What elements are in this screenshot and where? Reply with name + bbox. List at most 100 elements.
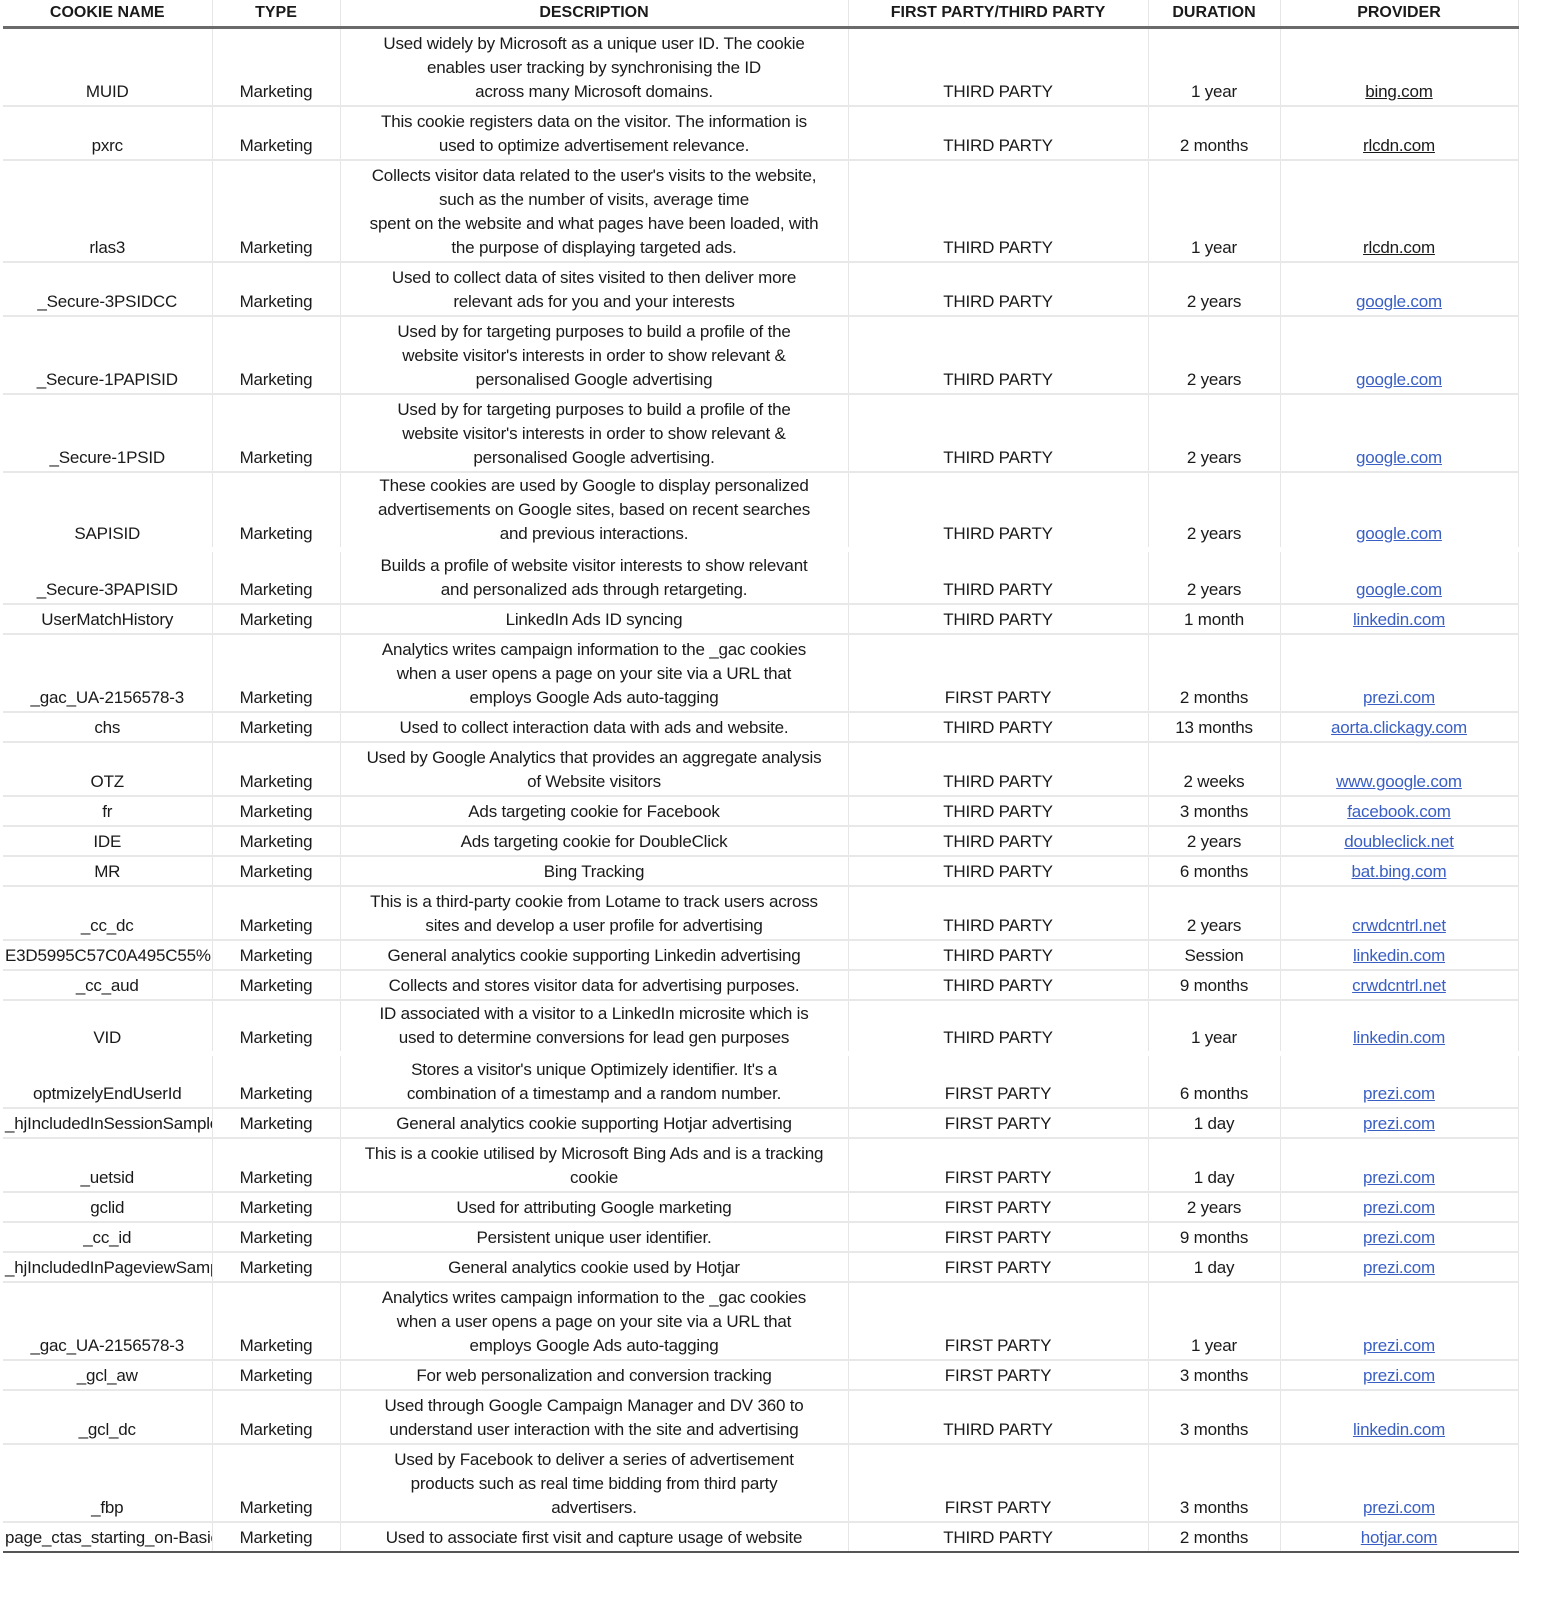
provider-cell: facebook.com (1280, 795, 1519, 827)
provider-link[interactable]: prezi.com (1363, 1167, 1435, 1187)
duration-cell: 1 year (1148, 1281, 1281, 1361)
provider-link[interactable]: prezi.com (1363, 1365, 1435, 1385)
description-cell: Used widely by Microsoft as a unique use… (340, 27, 849, 107)
provider-link[interactable]: linkedin.com (1352, 1419, 1446, 1439)
table-row: MUID Marketing Used widely by Microsoft as… (3, 27, 1519, 107)
party-cell: FIRST PARTY (848, 1107, 1149, 1139)
table-row: _gcl_dc Marketing Used through Google Camp… (3, 1389, 1519, 1445)
duration-cell: 2 years (1148, 825, 1281, 857)
cookie-name-cell: SAPISID (3, 471, 213, 551)
provider-link[interactable]: google.com (1356, 291, 1442, 311)
cookie-name-cell: _gcl_aw (3, 1359, 213, 1391)
provider-cell: prezi.com (1280, 1137, 1519, 1193)
type-cell: Marketing (212, 159, 341, 263)
table-row: _fbp Marketing Used by Facebook to deliver… (3, 1443, 1519, 1523)
party-cell: FIRST PARTY (848, 1191, 1149, 1223)
description-cell: Used by for targeting purposes to build … (340, 315, 849, 395)
provider-link[interactable]: prezi.com (1363, 1227, 1435, 1247)
header-row: COOKIE NAME TYPE DESCRIPTION FIRST PARTY… (3, 0, 1519, 29)
provider-cell: prezi.com (1280, 1221, 1519, 1253)
duration-cell: 2 years (1148, 261, 1281, 317)
cookie-name-cell: fr (3, 795, 213, 827)
table-row: UserMatchHistory Marketing LinkedIn Ads ID… (3, 603, 1519, 635)
provider-link[interactable]: linkedin.com (1352, 945, 1446, 965)
party-cell: THIRD PARTY (848, 999, 1149, 1055)
provider-link[interactable]: prezi.com (1363, 1497, 1435, 1517)
table-row: MR Marketing Bing Tracking THIRD PARTY 6 mon… (3, 855, 1519, 887)
type-cell: Marketing (212, 105, 341, 161)
provider-cell: prezi.com (1280, 1359, 1519, 1391)
duration-cell: 1 day (1148, 1107, 1281, 1139)
type-cell: Marketing (212, 855, 341, 887)
party-cell: FIRST PARTY (848, 633, 1149, 713)
provider-link[interactable]: hotjar.com (1360, 1527, 1438, 1547)
provider-link[interactable]: linkedin.com (1352, 609, 1446, 629)
description-cell: Ads targeting cookie for Facebook (340, 795, 849, 827)
provider-link[interactable]: bat.bing.com (1351, 861, 1447, 881)
party-cell: THIRD PARTY (848, 159, 1149, 263)
party-cell: THIRD PARTY (848, 105, 1149, 161)
provider-link[interactable]: google.com (1356, 447, 1442, 467)
table-row: page_ctas_starting_on-BasicA Marketing Use… (3, 1521, 1519, 1553)
description-cell: Persistent unique user identifier. (340, 1221, 849, 1253)
provider-link[interactable]: google.com (1356, 524, 1442, 543)
duration-cell: Session (1148, 939, 1281, 971)
table-row: _Secure-3PAPISID Marketing Builds a profil… (3, 547, 1519, 605)
party-cell: THIRD PARTY (848, 969, 1149, 1001)
provider-link[interactable]: crwdcntrl.net (1352, 915, 1446, 935)
cookie-name-cell: gclid (3, 1191, 213, 1223)
description-cell: ID associated with a visitor to a Linked… (340, 999, 849, 1055)
provider-link[interactable]: linkedin.com (1352, 1028, 1446, 1047)
provider-link[interactable]: doubleclick.net (1344, 831, 1454, 851)
table-row: _hjIncludedInPageviewSample Marketing Gene… (3, 1251, 1519, 1283)
type-cell: Marketing (212, 1359, 341, 1391)
provider-link[interactable]: prezi.com (1363, 1257, 1435, 1277)
provider-cell: prezi.com (1280, 1107, 1519, 1139)
provider-cell: crwdcntrl.net (1280, 969, 1519, 1001)
cookie-name-cell: _cc_dc (3, 885, 213, 941)
type-cell: Marketing (212, 1221, 341, 1253)
type-cell: Marketing (212, 1281, 341, 1361)
table-row: _gac_UA-2156578-3 Marketing Analytics writ… (3, 1281, 1519, 1361)
cookie-name-cell: chs (3, 711, 213, 743)
provider-cell: google.com (1280, 547, 1519, 605)
duration-cell: 2 years (1148, 885, 1281, 941)
party-cell: THIRD PARTY (848, 795, 1149, 827)
cookie-name-cell: E3D5995C57C0A495C55% (3, 939, 213, 971)
cookie-name-cell: pxrc (3, 105, 213, 161)
provider-link[interactable]: prezi.com (1363, 1083, 1435, 1103)
provider-link[interactable]: aorta.clickagy.com (1331, 717, 1467, 737)
header-type: TYPE (212, 0, 341, 29)
provider-link[interactable]: facebook.com (1347, 801, 1451, 821)
provider-link[interactable]: prezi.com (1363, 1113, 1435, 1133)
table-row: IDE Marketing Ads targeting cookie for Dou… (3, 825, 1519, 857)
provider-link[interactable]: bing.com (1365, 81, 1433, 101)
party-cell: FIRST PARTY (848, 1281, 1149, 1361)
provider-link[interactable]: rlcdn.com (1363, 135, 1435, 155)
provider-link[interactable]: prezi.com (1363, 1197, 1435, 1217)
description-cell: Used to associate first visit and captur… (340, 1521, 849, 1553)
provider-link[interactable]: rlcdn.com (1363, 237, 1435, 257)
duration-cell: 3 months (1148, 795, 1281, 827)
header-provider: PROVIDER (1280, 0, 1519, 29)
provider-link[interactable]: www.google.com (1336, 771, 1462, 791)
cookie-name-cell: _Secure-1PSID (3, 393, 213, 473)
provider-cell: google.com (1280, 471, 1519, 551)
provider-link[interactable]: prezi.com (1363, 1335, 1435, 1355)
duration-cell: 2 years (1148, 471, 1281, 551)
cookie-name-cell: optmizelyEndUserId (3, 1051, 213, 1109)
duration-cell: 2 months (1148, 633, 1281, 713)
description-cell: Used to collect interaction data with ad… (340, 711, 849, 743)
duration-cell: 9 months (1148, 1221, 1281, 1253)
provider-link[interactable]: google.com (1356, 579, 1442, 599)
cookie-name-cell: UserMatchHistory (3, 603, 213, 635)
cookie-name-cell: _Secure-1PAPISID (3, 315, 213, 395)
provider-cell: linkedin.com (1280, 939, 1519, 971)
provider-link[interactable]: google.com (1356, 369, 1442, 389)
provider-link[interactable]: crwdcntrl.net (1352, 975, 1446, 995)
duration-cell: 13 months (1148, 711, 1281, 743)
provider-link[interactable]: prezi.com (1363, 687, 1435, 707)
table-row: _cc_id Marketing Persistent unique user id… (3, 1221, 1519, 1253)
party-cell: THIRD PARTY (848, 393, 1149, 473)
party-cell: THIRD PARTY (848, 1521, 1149, 1553)
